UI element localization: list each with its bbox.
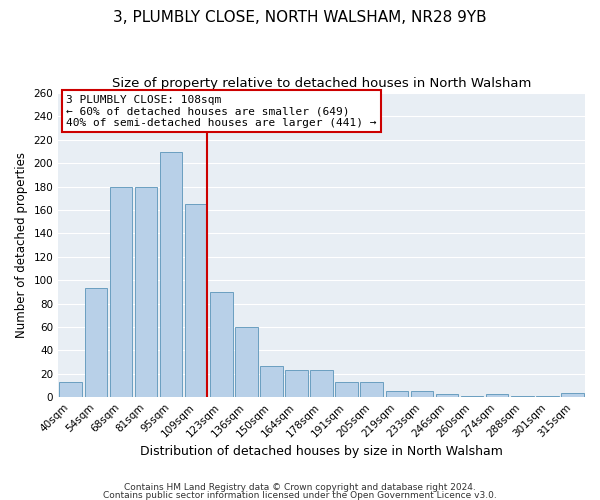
Bar [486, 394, 508, 397]
Text: 3 PLUMBLY CLOSE: 108sqm
← 60% of detached houses are smaller (649)
40% of semi-d: 3 PLUMBLY CLOSE: 108sqm ← 60% of detache… [66, 94, 377, 128]
Title: Size of property relative to detached houses in North Walsham: Size of property relative to detached ho… [112, 78, 531, 90]
Bar [436, 394, 458, 397]
Bar [511, 396, 533, 397]
Bar [210, 292, 233, 397]
X-axis label: Distribution of detached houses by size in North Walsham: Distribution of detached houses by size … [140, 444, 503, 458]
Y-axis label: Number of detached properties: Number of detached properties [15, 152, 28, 338]
Text: Contains HM Land Registry data © Crown copyright and database right 2024.: Contains HM Land Registry data © Crown c… [124, 484, 476, 492]
Bar [335, 382, 358, 397]
Bar [160, 152, 182, 397]
Bar [59, 382, 82, 397]
Bar [285, 370, 308, 397]
Bar [310, 370, 333, 397]
Bar [235, 327, 257, 397]
Bar [260, 366, 283, 397]
Bar [85, 288, 107, 397]
Bar [410, 392, 433, 397]
Bar [110, 186, 132, 397]
Text: Contains public sector information licensed under the Open Government Licence v3: Contains public sector information licen… [103, 490, 497, 500]
Bar [561, 392, 584, 397]
Bar [386, 392, 408, 397]
Bar [536, 396, 559, 397]
Bar [185, 204, 208, 397]
Bar [461, 396, 484, 397]
Bar [134, 186, 157, 397]
Text: 3, PLUMBLY CLOSE, NORTH WALSHAM, NR28 9YB: 3, PLUMBLY CLOSE, NORTH WALSHAM, NR28 9Y… [113, 10, 487, 25]
Bar [361, 382, 383, 397]
